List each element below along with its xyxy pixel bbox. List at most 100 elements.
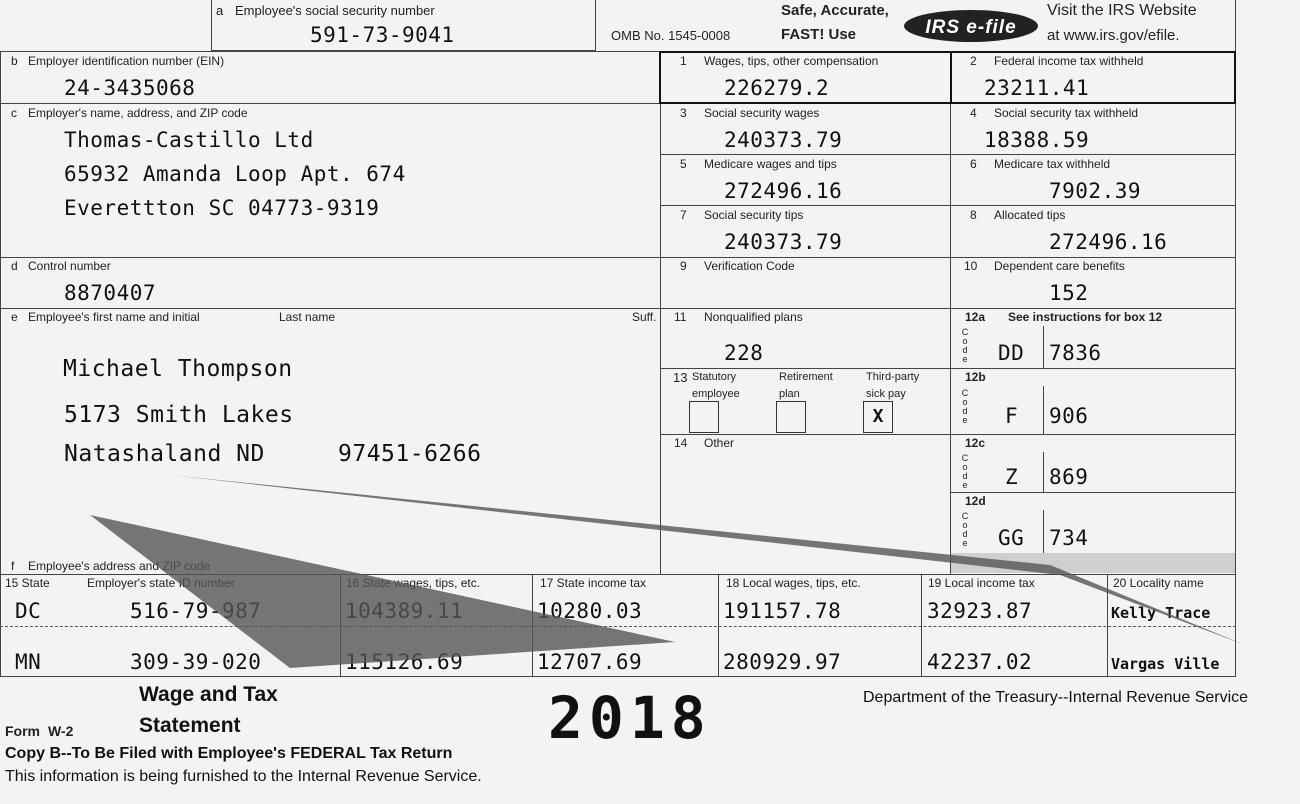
retirement-plan-checkbox[interactable] xyxy=(776,401,806,433)
divider xyxy=(660,51,1236,53)
divider xyxy=(0,51,1,676)
box12a-code: DD xyxy=(998,341,1025,365)
divider xyxy=(659,51,661,104)
state-row1-local-tax: 32923.87 xyxy=(927,599,1033,623)
box19-label: 19 Local income tax xyxy=(928,576,1035,590)
retirement-plan-label: plan xyxy=(779,388,800,400)
box18-label: 18 Local wages, tips, etc. xyxy=(726,576,861,590)
box12c-code: Z xyxy=(1005,465,1019,489)
box6-label: Medicare tax withheld xyxy=(994,157,1111,171)
box-b-letter: b xyxy=(11,54,18,68)
divider xyxy=(1235,51,1236,676)
box4-value: 18388.59 xyxy=(984,128,1090,152)
irs-url-text: at www.irs.gov/efile. xyxy=(1047,27,1180,44)
box-c-letter: c xyxy=(11,106,17,120)
box12d-number: 12d xyxy=(965,494,986,508)
box15-label: 15 State xyxy=(5,576,50,590)
divider xyxy=(211,50,596,51)
state-row2-local-wages: 280929.97 xyxy=(723,650,842,674)
ein-label: Employer identification number (EIN) xyxy=(28,54,225,68)
box12a-number: 12a xyxy=(965,310,986,324)
retirement-label: Retirement xyxy=(779,371,833,383)
department-text: Department of the Treasury--Internal Rev… xyxy=(863,689,1249,706)
ssn-value: 591-73-9041 xyxy=(310,23,455,47)
box12b-value: 906 xyxy=(1049,404,1089,428)
box12d-value: 734 xyxy=(1049,526,1089,550)
box7-label: Social security tips xyxy=(704,208,804,222)
box11-number: 11 xyxy=(674,310,687,324)
employee-zip: 97451-6266 xyxy=(338,441,482,467)
irs-efile-logo: IRS e-file xyxy=(904,10,1038,42)
divider xyxy=(1107,574,1108,676)
state-row2-local-tax: 42237.02 xyxy=(927,650,1033,674)
box1-label: Wages, tips, other compensation xyxy=(704,54,879,68)
divider xyxy=(0,51,1236,52)
box3-number: 3 xyxy=(680,106,687,120)
ein-value: 24-3435068 xyxy=(64,76,196,100)
box12-instructions: See instructions for box 12 xyxy=(1008,310,1163,324)
box14-label: Other xyxy=(704,436,735,450)
divider xyxy=(1234,51,1236,104)
form-title-line1: Wage and Tax xyxy=(139,683,278,706)
divider xyxy=(660,205,1236,206)
form-name: W-2 xyxy=(48,723,74,739)
divider xyxy=(660,434,1236,435)
divider xyxy=(1235,0,1236,51)
box9-label: Verification Code xyxy=(704,259,795,273)
statutory-employee-checkbox[interactable] xyxy=(689,401,719,433)
box8-label: Allocated tips xyxy=(994,208,1066,222)
box12a-value: 7836 xyxy=(1049,341,1102,365)
box20-label: 20 Locality name xyxy=(1113,576,1204,590)
divider xyxy=(660,257,1236,258)
box3-value: 240373.79 xyxy=(724,128,843,152)
fast-use-text: FAST! Use xyxy=(781,26,857,43)
information-text: This information is being furnished to t… xyxy=(5,768,482,785)
employee-street: 5173 Smith Lakes xyxy=(64,402,294,428)
employer-street: 65932 Amanda Loop Apt. 674 xyxy=(64,162,406,186)
box2-number: 2 xyxy=(970,54,977,68)
divider xyxy=(0,574,1236,575)
box8-number: 8 xyxy=(970,208,977,222)
box12d-code: GG xyxy=(998,526,1025,550)
omb-number: OMB No. 1545-0008 xyxy=(611,28,731,43)
state-row1-state: DC xyxy=(15,599,42,623)
divider xyxy=(718,574,719,676)
box10-value: 152 xyxy=(1049,281,1089,305)
box17-label: 17 State income tax xyxy=(540,576,647,590)
box12b-number: 12b xyxy=(965,370,986,384)
employee-last-name-label: Last name xyxy=(279,310,336,324)
box1-value: 226279.2 xyxy=(724,76,830,100)
divider xyxy=(950,51,952,104)
control-number-label: Control number xyxy=(28,259,111,273)
divider xyxy=(660,154,1236,155)
third-party-label: Third-party xyxy=(866,371,920,383)
box-a-letter: a xyxy=(216,3,224,18)
box4-number: 4 xyxy=(970,106,977,120)
statutory-employee-label: employee xyxy=(692,388,740,400)
divider xyxy=(660,102,1236,104)
efile-logo-text: IRS e-file xyxy=(925,17,1017,38)
ssn-label: Employee's social security number xyxy=(235,3,435,18)
box3-label: Social security wages xyxy=(704,106,820,120)
divider xyxy=(1043,326,1044,368)
divider xyxy=(950,492,1236,493)
statutory-label: Statutory xyxy=(692,371,737,383)
form-title-line2: Statement xyxy=(139,714,241,737)
state-row2-tax: 12707.69 xyxy=(537,650,643,674)
box4-label: Social security tax withheld xyxy=(994,106,1139,120)
box9-number: 9 xyxy=(680,259,687,273)
sick-pay-label: sick pay xyxy=(866,388,906,400)
divider xyxy=(1043,510,1044,553)
box11-value: 228 xyxy=(724,341,764,365)
divider xyxy=(1043,452,1044,492)
state-row2-locality: Vargas Ville xyxy=(1111,655,1220,673)
third-party-sick-pay-checkbox[interactable]: X xyxy=(863,401,893,433)
box13-number: 13 xyxy=(673,370,688,385)
employer-name-label: Employer's name, address, and ZIP code xyxy=(28,106,248,120)
divider xyxy=(0,103,660,104)
divider xyxy=(1043,386,1044,434)
state-row2-state: MN xyxy=(15,650,42,674)
form-word: Form xyxy=(5,723,40,739)
